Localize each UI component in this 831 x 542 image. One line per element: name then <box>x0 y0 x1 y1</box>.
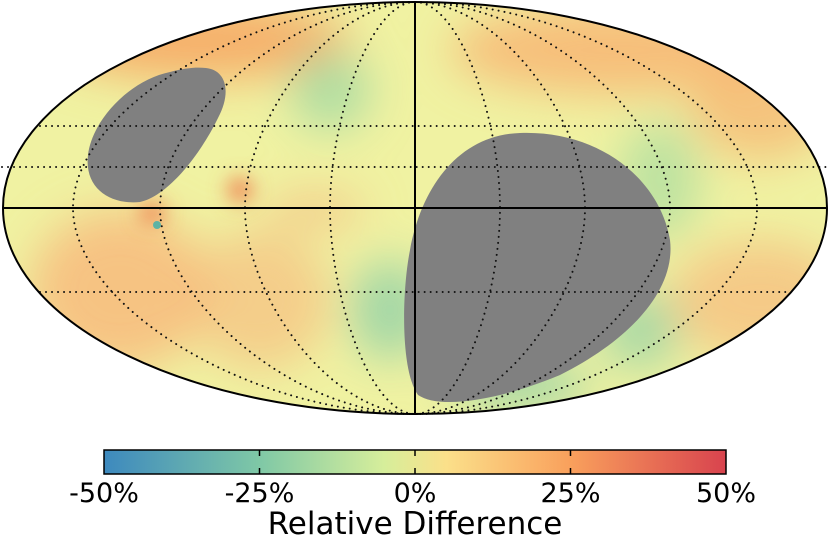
masked-region-northwest <box>87 67 226 203</box>
map-border <box>2 1 828 415</box>
colorbar-tick-label: 0% <box>393 478 437 509</box>
colorbar-tick-label: -50% <box>69 478 139 509</box>
colorbar-title: Relative Difference <box>267 506 563 542</box>
colorbar-tick-label: 50% <box>695 478 757 509</box>
colorbar-tick-label: -25% <box>224 478 295 509</box>
colorbar-ticks <box>258 450 572 474</box>
masked-region-southeast <box>404 132 671 403</box>
colorbar-tick-label: 25% <box>540 478 601 509</box>
map-cool-spot <box>153 221 161 229</box>
